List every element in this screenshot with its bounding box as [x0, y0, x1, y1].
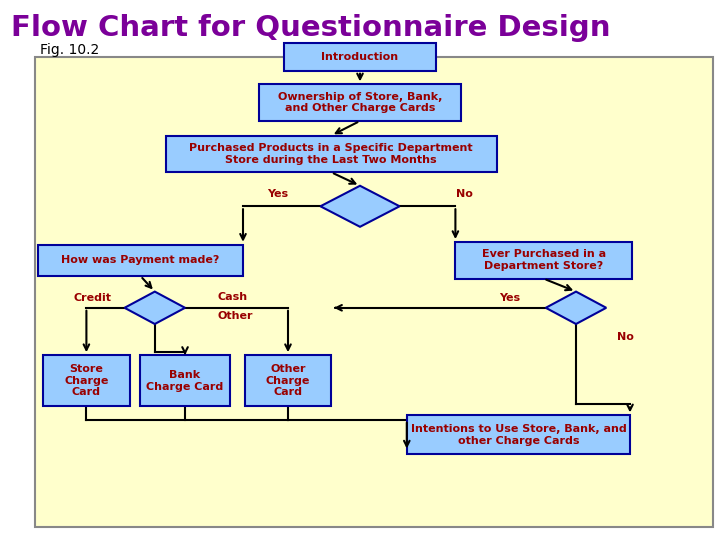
- Text: Bank
Charge Card: Bank Charge Card: [146, 370, 224, 392]
- Polygon shape: [320, 186, 400, 227]
- Text: Flow Chart for Questionnaire Design: Flow Chart for Questionnaire Design: [11, 14, 611, 42]
- FancyBboxPatch shape: [284, 43, 436, 71]
- Text: How was Payment made?: How was Payment made?: [61, 255, 220, 265]
- FancyBboxPatch shape: [38, 245, 243, 276]
- FancyBboxPatch shape: [166, 136, 497, 172]
- Text: Intentions to Use Store, Bank, and
other Charge Cards: Intentions to Use Store, Bank, and other…: [410, 424, 626, 446]
- Text: Ever Purchased in a
Department Store?: Ever Purchased in a Department Store?: [482, 249, 606, 271]
- Text: Ownership of Store, Bank,
and Other Charge Cards: Ownership of Store, Bank, and Other Char…: [278, 92, 442, 113]
- Polygon shape: [546, 292, 606, 324]
- FancyBboxPatch shape: [35, 57, 713, 526]
- Text: Cash: Cash: [217, 292, 248, 302]
- FancyBboxPatch shape: [259, 84, 461, 121]
- Text: Fig. 10.2: Fig. 10.2: [40, 43, 99, 57]
- FancyBboxPatch shape: [245, 355, 331, 406]
- FancyBboxPatch shape: [407, 415, 630, 454]
- Polygon shape: [125, 292, 185, 324]
- Text: Yes: Yes: [499, 293, 521, 303]
- Text: Introduction: Introduction: [321, 52, 399, 62]
- FancyBboxPatch shape: [43, 355, 130, 406]
- Text: No: No: [617, 333, 634, 342]
- Text: Other: Other: [217, 311, 253, 321]
- Text: Yes: Yes: [266, 190, 288, 199]
- FancyBboxPatch shape: [140, 355, 230, 406]
- Text: Store
Charge
Card: Store Charge Card: [64, 364, 109, 397]
- Text: Credit: Credit: [73, 293, 111, 303]
- Text: Other
Charge
Card: Other Charge Card: [266, 364, 310, 397]
- Text: Purchased Products in a Specific Department
Store during the Last Two Months: Purchased Products in a Specific Departm…: [189, 143, 473, 165]
- FancyBboxPatch shape: [456, 242, 632, 279]
- Text: No: No: [456, 190, 473, 199]
